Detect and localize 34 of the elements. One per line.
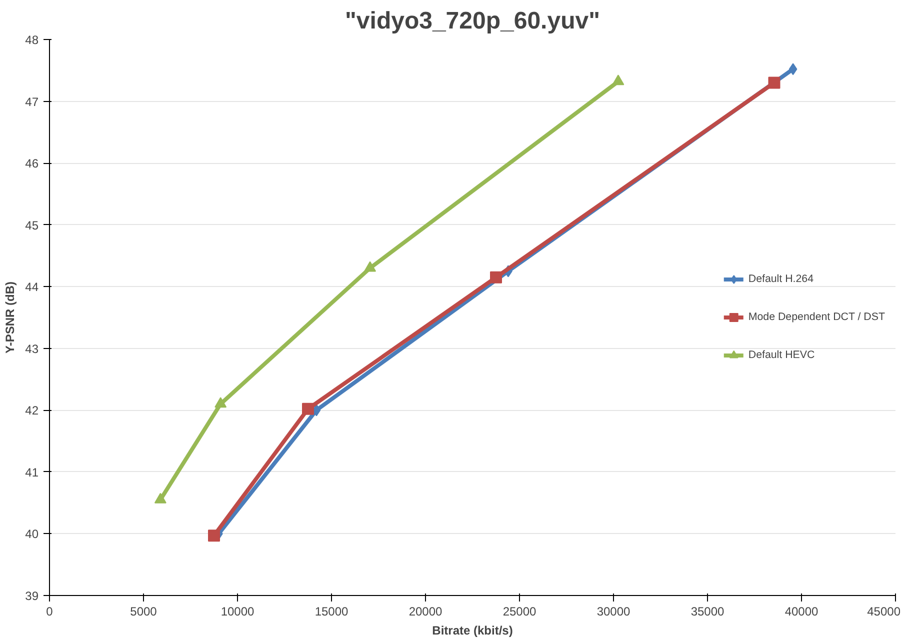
y-axis-title: Y-PSNR (dB) bbox=[3, 281, 18, 354]
x-tick-label: 45000 bbox=[867, 604, 901, 618]
x-tick-label: 30000 bbox=[596, 604, 631, 618]
x-tick-label: 15000 bbox=[314, 604, 349, 618]
x-tick-label: 20000 bbox=[408, 604, 443, 618]
x-tick-label: 40000 bbox=[784, 604, 819, 618]
x-axis-title: Bitrate (kbit/s) bbox=[432, 624, 513, 638]
legend-label: Default H.264 bbox=[748, 273, 814, 285]
point bbox=[490, 271, 502, 284]
point bbox=[768, 76, 780, 89]
x-tick-label: 0 bbox=[46, 604, 54, 618]
y-tick-label: 48 bbox=[25, 33, 39, 47]
y-tick-label: 46 bbox=[25, 156, 39, 171]
point bbox=[364, 261, 376, 272]
point bbox=[612, 74, 624, 86]
point bbox=[788, 63, 798, 76]
legend-label: Mode Dependent DCT / DST bbox=[748, 311, 885, 323]
point bbox=[214, 397, 227, 408]
point bbox=[302, 402, 314, 415]
y-tick-label: 39 bbox=[25, 589, 39, 603]
y-tick-label: 41 bbox=[25, 465, 39, 480]
legend-label: Default HEVC bbox=[748, 349, 815, 361]
x-tick-label: 35000 bbox=[690, 604, 725, 618]
y-tick-label: 43 bbox=[25, 342, 39, 356]
y-tick-label: 45 bbox=[25, 218, 39, 232]
chart-title: "vidyo3_720p_60.yuv" bbox=[345, 8, 600, 34]
y-tick-label: 44 bbox=[25, 280, 39, 294]
point bbox=[208, 530, 220, 542]
y-tick-label: 42 bbox=[25, 404, 39, 418]
x-tick-label: 10000 bbox=[220, 604, 255, 618]
x-tick-label: 5000 bbox=[130, 604, 158, 618]
y-tick-label: 40 bbox=[25, 527, 39, 542]
x-tick-label: 25000 bbox=[502, 604, 537, 618]
y-tick-label: 47 bbox=[25, 94, 39, 109]
